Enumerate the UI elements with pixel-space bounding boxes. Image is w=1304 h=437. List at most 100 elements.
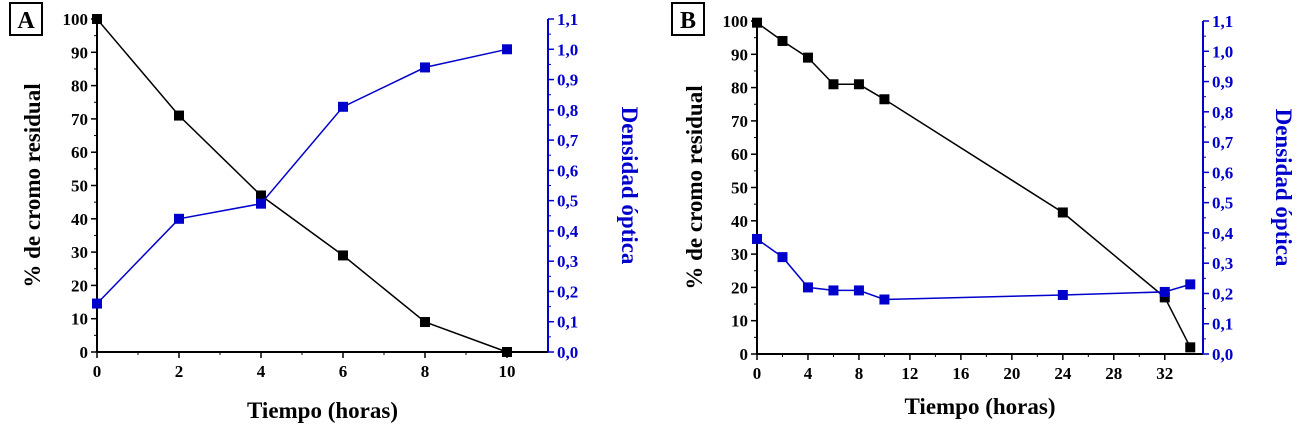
x-tick-label: 4	[257, 362, 266, 381]
density-point	[256, 198, 266, 209]
panel-label-box	[9, 2, 43, 36]
y-left-tick-label: 20	[731, 278, 748, 297]
panel-label: B	[680, 8, 696, 34]
y-left-tick-label: 70	[71, 110, 88, 129]
density-point	[338, 101, 348, 112]
y-right-tick-label: 1,0	[1212, 42, 1233, 61]
chromium-point	[879, 94, 890, 105]
panel-label-box	[671, 2, 705, 36]
chromium-point	[420, 317, 430, 328]
y-left-tick-label: 80	[731, 79, 748, 98]
y-left-tick-label: 70	[731, 112, 748, 131]
x-tick-label: 10	[499, 362, 516, 381]
density-point	[1185, 279, 1196, 290]
y-right-tick-label: 0,1	[1212, 315, 1233, 334]
x-tick-label: 0	[753, 364, 762, 383]
panel-label: A	[17, 8, 35, 34]
y-right-tick-label: 0,6	[1212, 163, 1233, 182]
density-point	[828, 285, 839, 296]
y-right-tick-label: 0,4	[1212, 224, 1234, 243]
chromium-point	[752, 17, 762, 28]
chromium-point	[802, 52, 813, 63]
chromium-point	[777, 35, 788, 46]
y-right-tick-label: 0,8	[1212, 103, 1233, 122]
y-right-tick-label: 0,2	[557, 282, 578, 301]
density-point	[752, 233, 762, 244]
x-tick-label: 0	[93, 362, 102, 381]
y-right-tick-label: 0,5	[557, 192, 578, 211]
y-left-tick-label: 0	[80, 343, 89, 362]
density-series-line	[756, 238, 1191, 301]
y-left-tick-label: 50	[71, 177, 88, 196]
x-axis-title: Tiempo (horas)	[905, 394, 1056, 419]
y-right-tick-label: 0,0	[1212, 345, 1233, 364]
x-tick-label: 16	[952, 364, 969, 383]
y-right-tick-label: 0,7	[1212, 133, 1234, 152]
x-tick-label: 32	[1156, 364, 1173, 383]
density-point	[174, 213, 184, 224]
x-tick-label: 4	[804, 364, 813, 383]
x-tick-label: 6	[339, 362, 348, 381]
x-axis-title: Tiempo (horas)	[247, 398, 398, 423]
y-left-tick-label: 40	[71, 210, 88, 229]
x-tick-label: 24	[1054, 364, 1072, 383]
y-right-tick-label: 0,8	[557, 101, 578, 120]
y-right-axis-title: Densidad óptica	[1271, 109, 1296, 267]
x-tick-label: 28	[1105, 364, 1122, 383]
chromium-point	[502, 347, 512, 357]
density-series-line	[96, 48, 508, 305]
density-point	[502, 44, 512, 55]
y-right-tick-label: 0,9	[557, 71, 578, 90]
y-left-tick-label: 30	[71, 243, 88, 262]
chromium-point	[174, 110, 184, 121]
y-right-axis-title: Densidad óptica	[617, 107, 642, 265]
chromium-point	[338, 250, 348, 261]
x-tick-label: 12	[901, 364, 918, 383]
chromium-point	[853, 79, 864, 90]
y-left-tick-label: 20	[71, 276, 88, 295]
density-point	[420, 62, 430, 73]
density-point	[1057, 289, 1068, 300]
y-right-tick-label: 0,5	[1212, 194, 1233, 213]
y-left-tick-label: 40	[731, 212, 748, 231]
x-tick-label: 8	[421, 362, 430, 381]
y-right-tick-label: 0,1	[557, 313, 578, 332]
y-left-tick-label: 10	[731, 312, 748, 331]
y-left-tick-label: 0	[740, 345, 749, 364]
y-right-tick-label: 1,1	[557, 10, 578, 29]
y-left-axis-title: % de cromo residual	[20, 83, 45, 287]
density-point	[1159, 286, 1170, 297]
density-point	[879, 294, 890, 305]
x-tick-label: 20	[1003, 364, 1020, 383]
y-left-tick-label: 30	[731, 245, 748, 264]
y-right-tick-label: 0,3	[557, 252, 578, 271]
y-left-axis-title: % de cromo residual	[682, 85, 707, 289]
chromium-series-line	[756, 22, 1191, 348]
x-tick-label: 2	[175, 362, 184, 381]
y-right-tick-label: 0,0	[557, 343, 578, 362]
y-right-tick-label: 1,1	[1212, 12, 1233, 31]
y-left-tick-label: 100	[723, 12, 749, 31]
chromium-point	[1057, 207, 1068, 218]
density-point	[802, 282, 813, 293]
panel-b: 0 4 8 12 16 20 24 28 32 0 10 20 30 40 50 60 70 80 90 100 0,0…	[671, 2, 1296, 419]
y-right-tick-label: 0,4	[557, 222, 579, 241]
density-point	[853, 285, 864, 296]
x-tick-label: 8	[855, 364, 864, 383]
y-left-tick-label: 10	[71, 310, 88, 329]
y-right-tick-label: 0,7	[557, 131, 579, 150]
chromium-point	[828, 79, 839, 90]
y-left-tick-label: 50	[731, 179, 748, 198]
chromium-point	[92, 14, 102, 24]
y-left-tick-label: 80	[71, 77, 88, 96]
chromium-point	[1159, 292, 1170, 303]
density-point	[92, 298, 102, 309]
y-left-tick-label: 60	[731, 145, 748, 164]
chromium-point	[256, 190, 266, 201]
y-left-tick-label: 90	[71, 43, 88, 62]
panel-a: 0 2 4 6 8 1001020304050607080901000,00,10,20,…	[9, 2, 642, 423]
y-right-tick-label: 0,9	[1212, 73, 1233, 92]
y-right-tick-label: 0,6	[557, 161, 578, 180]
